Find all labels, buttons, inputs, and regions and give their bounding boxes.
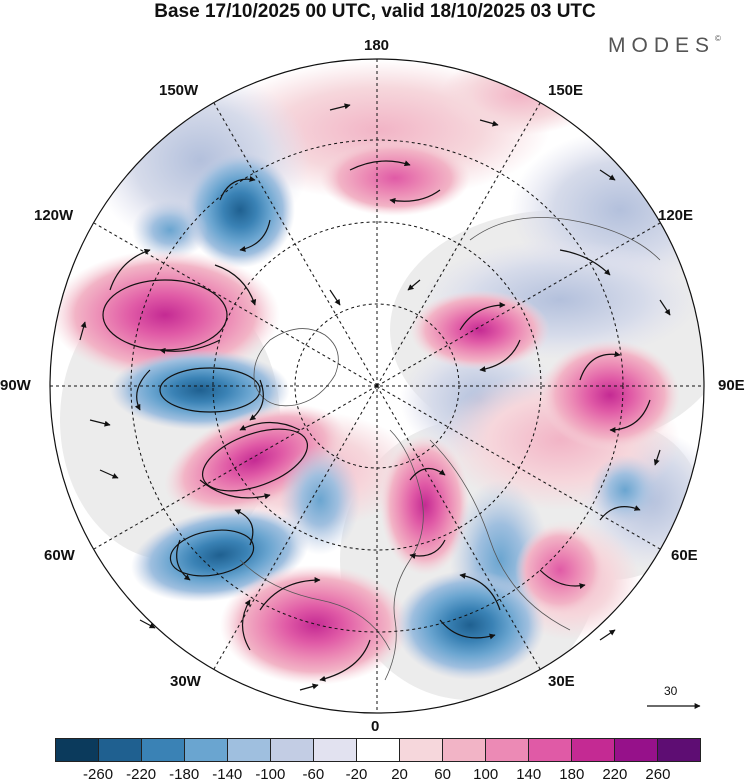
colorbar-tick-label: 180 [559, 766, 585, 783]
coastlines [239, 217, 661, 681]
colorbar-swatch [142, 738, 185, 762]
chart-title: Base 17/10/2025 00 UTC, valid 18/10/2025… [154, 1, 596, 22]
colorbar-swatch [314, 738, 357, 762]
brand-logo: MODES© [608, 34, 721, 58]
colorbar-tick-label: 140 [516, 766, 542, 783]
colorbar-swatch [658, 738, 701, 762]
colorbar-tick-label: -20 [345, 766, 368, 783]
lon-label-90e: 90E [718, 377, 745, 394]
brand-mark: © [715, 34, 721, 43]
colorbar-tick-label: -60 [302, 766, 325, 783]
colorbar-tick-label: 60 [434, 766, 451, 783]
lon-label-150w: 150W [159, 82, 199, 99]
colorbar-swatch [185, 738, 228, 762]
reference-vector-label: 30 [664, 684, 678, 698]
graticule [50, 59, 704, 713]
lon-label-0: 0 [371, 718, 380, 735]
colorbar-tick-label: 220 [602, 766, 628, 783]
map-boundary [49, 58, 705, 714]
lon-label-120e: 120E [658, 207, 694, 224]
colorbar-swatch [228, 738, 271, 762]
colorbar-tick-label: 260 [645, 766, 671, 783]
lon-label-90w: 90W [0, 377, 31, 394]
colorbar-tick-label: -180 [169, 766, 200, 783]
colorbar-swatch [486, 738, 529, 762]
lon-label-60w: 60W [44, 547, 75, 564]
colorbar-swatch [529, 738, 572, 762]
colorbar-tick-label: -100 [255, 766, 286, 783]
colorbar-swatch [572, 738, 615, 762]
colorbar-tick-label: -140 [212, 766, 243, 783]
colorbar-tick-label: 20 [391, 766, 408, 783]
lon-label-180: 180 [364, 37, 390, 54]
colorbar-swatch [400, 738, 443, 762]
lon-label-120w: 120W [34, 207, 74, 224]
lon-label-60e: 60E [671, 547, 698, 564]
lon-label-30w: 30W [170, 673, 201, 690]
colorbar-swatch [357, 738, 400, 762]
shaded-field [50, 59, 704, 713]
colorbar-swatch [443, 738, 486, 762]
colorbar-tick-label: 100 [473, 766, 499, 783]
lon-label-150e: 150E [548, 82, 584, 99]
colorbar-tick-label: -220 [126, 766, 157, 783]
polar-map [49, 58, 705, 714]
colorbar-swatch [615, 738, 658, 762]
brand-name: MODES [608, 34, 716, 57]
colorbar-swatch [99, 738, 142, 762]
colorbar-tick-label: -260 [83, 766, 114, 783]
colorbar-swatch [271, 738, 314, 762]
colorbar-swatch [55, 738, 99, 762]
colorbar [55, 738, 701, 762]
wind-vectors [79, 103, 671, 691]
lon-label-30e: 30E [548, 673, 575, 690]
